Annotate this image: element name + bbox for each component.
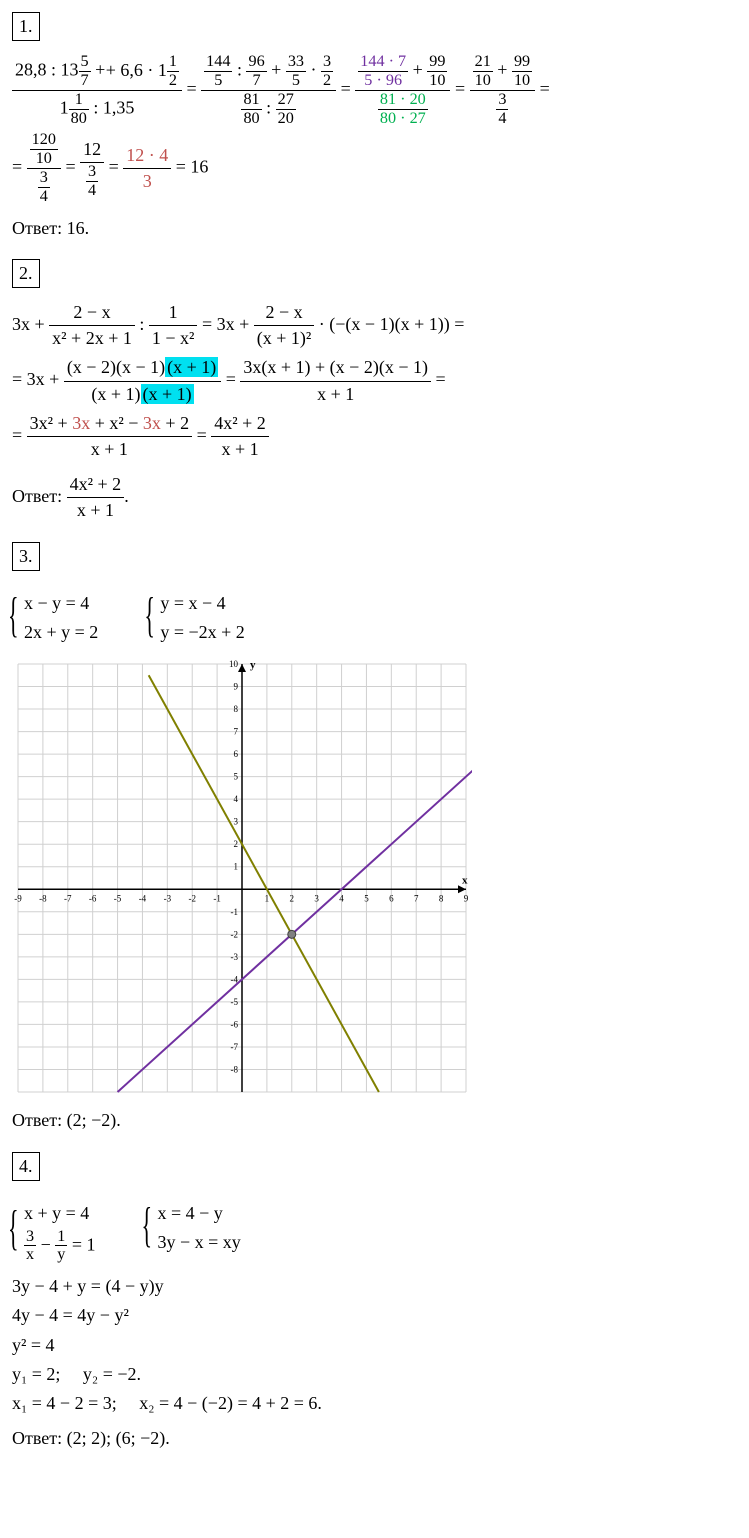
svg-text:-7: -7 xyxy=(64,894,72,904)
svg-text:6: 6 xyxy=(234,749,239,759)
svg-text:9: 9 xyxy=(234,682,239,692)
svg-text:-5: -5 xyxy=(114,894,122,904)
svg-text:1: 1 xyxy=(265,894,270,904)
svg-text:-5: -5 xyxy=(231,997,239,1007)
svg-text:7: 7 xyxy=(234,727,239,737)
svg-text:8: 8 xyxy=(439,894,444,904)
p1-line1: 28,8 : 1357 + + 6,6 · 112 1180 : 1,35 = … xyxy=(12,53,737,127)
svg-text:-1: -1 xyxy=(213,894,221,904)
svg-text:-2: -2 xyxy=(188,894,196,904)
svg-text:3: 3 xyxy=(234,817,239,827)
p1-line2: = 12010 34 = 12 34 = 12 · 4 3 = 16 xyxy=(12,131,737,205)
p4-sys2: x = 4 − y 3y − x = xy xyxy=(146,1199,241,1257)
p4-l3: y² = 4 xyxy=(12,1333,737,1358)
p2-line1: 3x + 2 − xx² + 2x + 1 : 11 − x² = 3x + 2… xyxy=(12,300,737,351)
svg-text:-6: -6 xyxy=(231,1020,239,1030)
svg-text:-1: -1 xyxy=(231,907,239,917)
p4-l5: x₁ = 4 − 2 = 3; x₂ = 4 − (−2) = 4 + 2 = … xyxy=(12,1391,737,1416)
p4-sys1: x + y = 4 3x − 1y = 1 xyxy=(12,1199,96,1264)
svg-text:2: 2 xyxy=(290,894,295,904)
coordinate-chart: -9-8-7-6-5-4-3-2-1123456789-8-7-6-5-4-3-… xyxy=(12,658,472,1098)
p2-line3: = 3x² + 3x + x² − 3x + 2 x + 1 = 4x² + 2… xyxy=(12,411,737,462)
svg-text:-8: -8 xyxy=(39,894,47,904)
p3-sys1: x − y = 4 2x + y = 2 xyxy=(12,589,98,647)
p4-answer: Ответ: (2; 2); (6; −2). xyxy=(12,1426,737,1451)
p2-line2: = 3x + (x − 2)(x − 1)(x + 1) (x + 1)(x +… xyxy=(12,355,737,406)
p4-l1: 3y − 4 + y = (4 − y)y xyxy=(12,1274,737,1299)
svg-text:10: 10 xyxy=(229,659,239,669)
svg-text:-7: -7 xyxy=(231,1042,239,1052)
p3-answer: Ответ: (2; −2). xyxy=(12,1108,737,1133)
p3-sys2: y = x − 4 y = −2x + 2 xyxy=(148,589,244,647)
problem-number-3: 3. xyxy=(12,542,40,571)
svg-text:2: 2 xyxy=(234,840,239,850)
svg-text:y: y xyxy=(250,659,256,671)
p3-systems: x − y = 4 2x + y = 2 y = x − 4 y = −2x +… xyxy=(12,585,737,651)
p1-l1-num-a: 28,8 : 13 xyxy=(15,60,79,80)
svg-text:-3: -3 xyxy=(231,952,239,962)
p4-systems: x + y = 4 3x − 1y = 1 x = 4 − y 3y − x =… xyxy=(12,1195,737,1268)
svg-text:3: 3 xyxy=(314,894,319,904)
problem-number-2: 2. xyxy=(12,259,40,288)
problem-number-4: 4. xyxy=(12,1152,40,1181)
svg-text:-8: -8 xyxy=(231,1065,239,1075)
svg-text:6: 6 xyxy=(389,894,394,904)
problem-number-1: 1. xyxy=(12,12,40,41)
svg-text:9: 9 xyxy=(464,894,469,904)
p4-l2: 4y − 4 = 4y − y² xyxy=(12,1303,737,1328)
svg-text:-4: -4 xyxy=(139,894,147,904)
svg-text:7: 7 xyxy=(414,894,419,904)
svg-text:-3: -3 xyxy=(164,894,172,904)
svg-text:x: x xyxy=(462,875,468,887)
svg-text:5: 5 xyxy=(234,772,239,782)
svg-text:1: 1 xyxy=(234,862,239,872)
p4-l4: y₁ = 2; y₂ = −2. xyxy=(12,1362,737,1387)
svg-text:-2: -2 xyxy=(231,930,239,940)
svg-text:8: 8 xyxy=(234,704,239,714)
svg-text:-6: -6 xyxy=(89,894,97,904)
svg-text:4: 4 xyxy=(234,795,239,805)
p1-answer: Ответ: 16. xyxy=(12,216,737,241)
p3-chart: -9-8-7-6-5-4-3-2-1123456789-8-7-6-5-4-3-… xyxy=(12,658,737,1098)
p2-answer: Ответ: 4x² + 2x + 1. xyxy=(12,472,737,523)
svg-text:5: 5 xyxy=(364,894,369,904)
svg-text:4: 4 xyxy=(339,894,344,904)
svg-text:-9: -9 xyxy=(14,894,22,904)
